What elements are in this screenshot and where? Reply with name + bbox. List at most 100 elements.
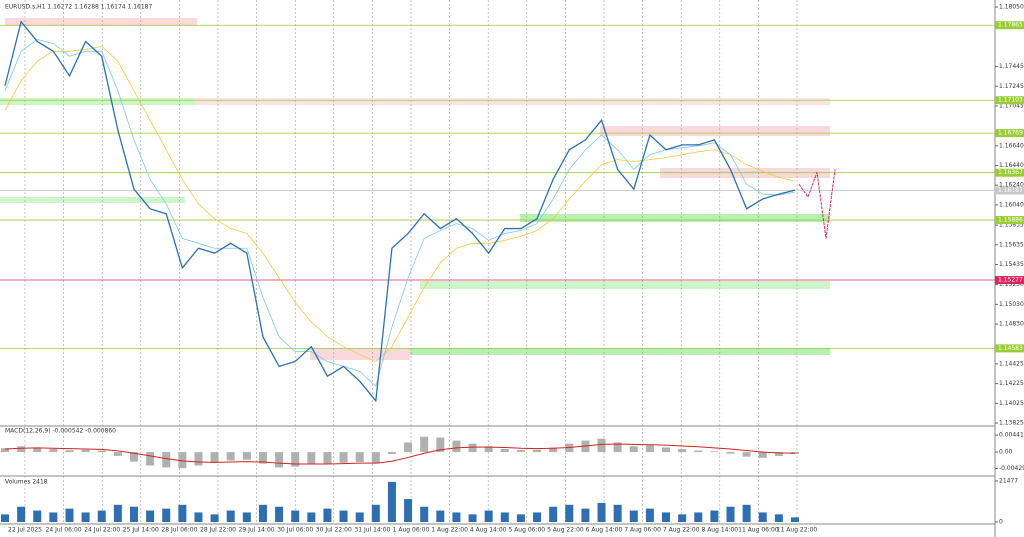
macd-bar: [726, 452, 735, 454]
x-tick-label: 25 Jul 14:00: [123, 527, 159, 534]
supply-zone: [195, 98, 830, 105]
volume-bar: [339, 510, 348, 522]
supply-zone: [5, 18, 197, 26]
volume-bar: [484, 510, 493, 522]
volume-bar: [33, 510, 42, 522]
macd-bar: [774, 452, 783, 456]
x-tick-label: 29 Jul 14:00: [239, 527, 275, 534]
volume-bar: [629, 510, 638, 522]
macd-bar: [355, 452, 364, 463]
volume-bar: [242, 512, 251, 522]
macd-bar: [420, 436, 429, 453]
macd-bar: [113, 452, 122, 456]
volume-bar: [275, 506, 284, 522]
level-tag: [995, 168, 1024, 177]
y-tick-label: 0.00441: [999, 432, 1024, 439]
volume-bar: [226, 510, 235, 522]
x-tick-label: 24 Jul 22:00: [84, 527, 120, 534]
x-tick-label: 24 Jul 06:00: [46, 527, 82, 534]
macd-bar: [194, 452, 203, 466]
y-tick-label: 1.14830: [999, 321, 1024, 328]
y-tick-label: -0.004298: [999, 465, 1024, 472]
macd-bar: [242, 452, 251, 460]
x-tick-label: 8 Aug 14:00: [701, 527, 738, 534]
level-label: 1.16367: [998, 169, 1023, 176]
y-tick-label: 1.16240: [999, 182, 1024, 189]
volume-bar: [178, 504, 187, 522]
supply-zone: [310, 348, 410, 360]
macd-bar: [404, 442, 413, 453]
volume-bar: [194, 512, 203, 522]
volume-bar: [549, 506, 558, 522]
macd-bar: [49, 449, 58, 453]
volume-bar: [565, 504, 574, 522]
demand-zone: [410, 348, 830, 355]
macd-bar: [371, 452, 380, 464]
level-label: 1.16769: [998, 130, 1023, 137]
macd-bar: [500, 449, 509, 453]
volume-bar: [129, 506, 138, 522]
macd-bar: [258, 452, 267, 464]
x-tick-label: 28 Jul 06:00: [161, 527, 197, 534]
volume-bar: [97, 510, 106, 522]
y-tick-label: 1.16040: [999, 201, 1024, 208]
level-label: 1.16187: [998, 187, 1023, 194]
volume-bar: [662, 512, 671, 522]
y-tick-label: 21477: [999, 478, 1018, 485]
demand-zone: [0, 98, 195, 105]
demand-zone: [420, 281, 830, 289]
level-label: 1.14583: [998, 345, 1023, 352]
volume-bar: [436, 510, 445, 522]
level-tag: [995, 96, 1024, 105]
x-tick-label: 11 Aug 06:00: [738, 527, 779, 534]
level-tag: [995, 344, 1024, 353]
volume-bar: [420, 506, 429, 522]
y-tick-label: 1.17445: [999, 63, 1024, 70]
macd-bar: [162, 452, 171, 468]
chart-title: EURUSD.s,H1 1.16272 1.16288 1.16174 1.16…: [5, 4, 152, 11]
demand-zone: [520, 214, 830, 222]
x-tick-label: 22 Jul 2025: [8, 527, 42, 534]
macd-bar: [484, 446, 493, 453]
volume-bar: [113, 504, 122, 522]
macd-bar: [436, 437, 445, 453]
volume-bar: [258, 504, 267, 522]
price-line: [4, 20, 796, 403]
y-tick-label: 0: [999, 519, 1003, 526]
level-tag: [995, 186, 1024, 195]
volume-bar: [404, 499, 413, 522]
volume-bar: [162, 508, 171, 522]
volume-bar: [694, 512, 703, 522]
level-tag: [995, 21, 1024, 30]
volume-bar: [597, 502, 606, 522]
x-tick-label: 30 Jul 22:00: [316, 527, 352, 534]
volume-bar: [500, 512, 509, 522]
macd-bar: [758, 452, 767, 458]
forecast-line: [798, 169, 836, 239]
volume-bar: [355, 512, 364, 522]
macd-bar: [323, 452, 332, 464]
macd-bar: [597, 438, 606, 453]
x-tick-label: 1 Aug 22:00: [431, 527, 468, 534]
macd-bar: [387, 452, 396, 454]
x-tick-label: 5 Aug 22:00: [547, 527, 584, 534]
macd-bar: [81, 449, 90, 453]
macd-bar: [1, 448, 9, 453]
volume-bar: [516, 514, 525, 522]
macd-bar: [17, 446, 26, 453]
volume-bar: [678, 514, 687, 522]
macd-bar: [629, 446, 638, 453]
volume-bar: [468, 514, 477, 522]
macd-bar: [710, 451, 719, 453]
macd-bar: [339, 452, 348, 463]
x-tick-label: 31 Jul 14:00: [354, 527, 390, 534]
y-tick-label: 1.17045: [999, 102, 1024, 109]
y-tick-label: 1.17245: [999, 83, 1024, 90]
macd-bar: [33, 447, 42, 453]
volume-bar: [758, 512, 767, 522]
y-tick-label: 1.13825: [999, 420, 1024, 427]
y-tick-label: 1.15030: [999, 301, 1024, 308]
x-tick-label: 1 Aug 06:00: [393, 527, 430, 534]
volume-bar: [613, 504, 622, 522]
x-tick-label: 30 Jul 06:00: [277, 527, 313, 534]
